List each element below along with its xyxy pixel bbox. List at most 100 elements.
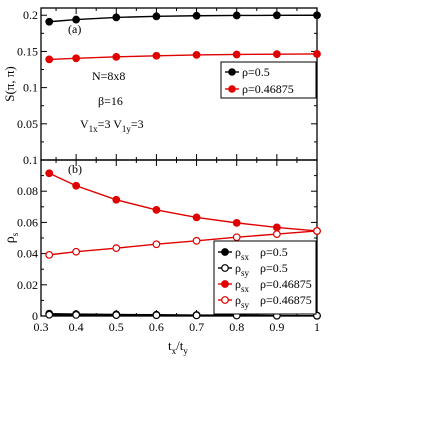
- data-point: [72, 15, 81, 24]
- data-point: [313, 50, 321, 58]
- data-point: [112, 52, 121, 61]
- data-point: [152, 12, 161, 21]
- series-line: [48, 172, 318, 232]
- y-tick-label: 0.2: [23, 8, 38, 22]
- legend-symbol: ρsx: [235, 245, 250, 262]
- legend-marker: [221, 280, 229, 288]
- annotation-beta: β=16: [98, 94, 123, 108]
- x-axis-label-subscript: y: [183, 346, 188, 356]
- legend-marker-open: [221, 264, 229, 272]
- data-point-open: [72, 311, 81, 319]
- y-tick-label: 0.08: [17, 184, 38, 198]
- x-tick-label: 1: [314, 320, 320, 334]
- legend-b: ρsx ρ=0.5 ρsy ρ=0.5 ρsx ρ=0.46875 ρsy ρ=0.46875: [213, 240, 317, 315]
- data-point: [45, 17, 54, 26]
- y-axis-label-subscript: s: [10, 232, 20, 236]
- data-point-open: [45, 250, 54, 259]
- panel-tag: (b): [68, 162, 82, 176]
- legend-marker: [228, 85, 236, 93]
- y-axis-label: S(π, π): [2, 66, 17, 102]
- legend-symbol-subscript: sy: [241, 268, 250, 278]
- data-point-open: [192, 311, 201, 320]
- series-line: [49, 53, 318, 61]
- annotation-subscript: 1x: [89, 124, 99, 134]
- data-point: [112, 13, 121, 22]
- x-tick-label: 0.5: [109, 320, 124, 334]
- panel-b: 0 0.02 0.04 0.06 0.08 0.1 0.3 0.4 0.5 0.6 0.7 0.8 0.…: [3, 153, 321, 356]
- y-tick-label: 0.04: [17, 247, 38, 261]
- legend-label: ρ=0.46875: [260, 293, 312, 307]
- x-tick-label: 0.4: [69, 320, 84, 334]
- data-point: [152, 206, 161, 214]
- data-point-open: [232, 233, 241, 242]
- y-tick-label: 0.15: [17, 44, 38, 58]
- y-tick-label: 0: [32, 309, 38, 323]
- legend-label: ρ=0.46875: [260, 277, 312, 291]
- legend-marker: [228, 68, 236, 76]
- legend-label: ρ=0.5: [260, 261, 288, 275]
- legend-symbol-subscript: sx: [241, 252, 250, 262]
- series-line: [49, 314, 317, 317]
- panel-tag: (a): [68, 22, 81, 36]
- data-point: [313, 11, 321, 20]
- y-tick-label: 0.1: [23, 153, 38, 167]
- y-tick-label: 0.05: [17, 117, 38, 131]
- data-point: [45, 169, 54, 178]
- data-point: [272, 223, 281, 232]
- annotation-value: =3: [131, 117, 144, 131]
- data-point: [72, 181, 81, 190]
- legend-symbol: ρsy: [235, 293, 250, 310]
- data-point: [112, 195, 121, 204]
- legend-symbol-subscript: sx: [241, 284, 250, 294]
- legend-symbol: ρsy: [235, 261, 250, 278]
- y-tick-label: 0.1: [23, 81, 38, 95]
- data-point-open: [112, 311, 121, 319]
- legend-symbol-subscript: sy: [241, 300, 250, 310]
- y-tick-label: 0.06: [17, 215, 38, 229]
- x-tick-label: 0.9: [269, 320, 284, 334]
- data-point-open: [112, 244, 121, 253]
- x-axis-label: tx/ty: [168, 338, 188, 356]
- data-point: [192, 11, 201, 20]
- data-point: [232, 50, 241, 59]
- series-line: [49, 230, 318, 256]
- annotation-subscript: 1y: [122, 124, 132, 134]
- legend-label: ρ=0.5: [242, 65, 270, 79]
- legend-box: [213, 240, 317, 315]
- x-tick-label: 0.7: [189, 320, 204, 334]
- data-point: [272, 50, 281, 59]
- legend-marker-open: [221, 296, 229, 304]
- x-axis-label-subscript: x: [172, 346, 177, 356]
- data-point: [272, 11, 281, 20]
- series-line: [49, 14, 318, 23]
- legend-label: ρ=0.5: [260, 245, 288, 259]
- y-tick-label: 0.02: [17, 278, 38, 292]
- legend-label: ρ=0.46875: [242, 82, 294, 96]
- data-point-open: [313, 227, 321, 235]
- data-point: [232, 11, 241, 20]
- data-point: [232, 218, 241, 227]
- data-point-open: [152, 240, 161, 249]
- data-point-open: [272, 230, 281, 239]
- data-point: [72, 54, 81, 63]
- data-point-open: [45, 310, 54, 319]
- legend-box: [220, 61, 317, 99]
- legend-symbol: ρsx: [235, 277, 250, 294]
- x-axis-label-part: /t: [176, 338, 184, 353]
- data-point-open: [152, 311, 161, 320]
- annotation-interaction: V1x=3 V1y=3: [80, 117, 144, 134]
- legend-marker: [221, 248, 229, 256]
- data-point: [152, 51, 161, 60]
- data-point: [45, 55, 54, 64]
- x-tick-label: 0.6: [149, 320, 164, 334]
- legend-a: ρ=0.5 ρ=0.46875: [220, 61, 317, 99]
- data-point: [192, 213, 201, 222]
- annotation-size: N=8x8: [92, 69, 125, 83]
- data-point: [192, 51, 201, 59]
- x-tick-label: 0.3: [34, 320, 49, 334]
- data-point-open: [192, 236, 201, 245]
- y-axis-label: ρs: [3, 232, 20, 243]
